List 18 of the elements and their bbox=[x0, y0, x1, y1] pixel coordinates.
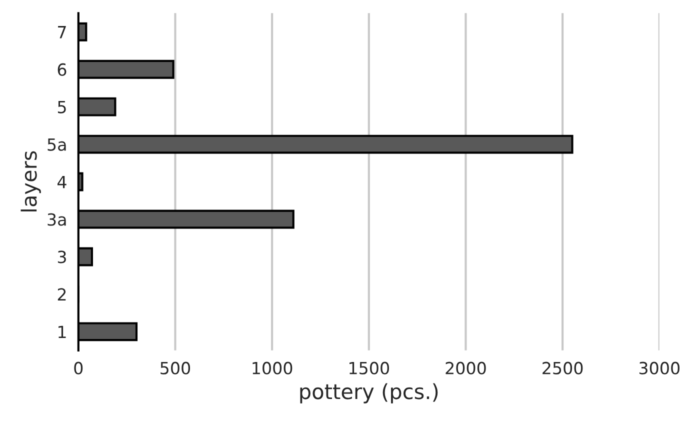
y-axis-title: layers bbox=[20, 151, 41, 212]
y-tick-label: 4 bbox=[58, 176, 66, 188]
y-tick-label: 7 bbox=[58, 26, 66, 38]
x-tick-label: 2000 bbox=[446, 362, 486, 374]
x-tick-label: 1500 bbox=[350, 362, 389, 374]
x-tick-label: 1000 bbox=[252, 362, 292, 374]
y-tick-label: 3 bbox=[58, 250, 66, 264]
y-tick-label: 2 bbox=[58, 288, 66, 301]
y-tick-label: 1 bbox=[58, 326, 66, 338]
x-axis-title: pottery (pcs.) bbox=[300, 383, 438, 404]
y-tick-label: 3a bbox=[48, 213, 66, 226]
x-tick-label: 3000 bbox=[639, 362, 680, 374]
y-tick-label: 6 bbox=[58, 63, 66, 76]
y-tick-label: 5a bbox=[48, 138, 66, 151]
y-tick-label: 5 bbox=[58, 101, 66, 114]
x-tick-label: 500 bbox=[160, 362, 190, 374]
x-tick-label: 0 bbox=[74, 362, 83, 374]
x-tick-label: 2500 bbox=[542, 362, 583, 374]
